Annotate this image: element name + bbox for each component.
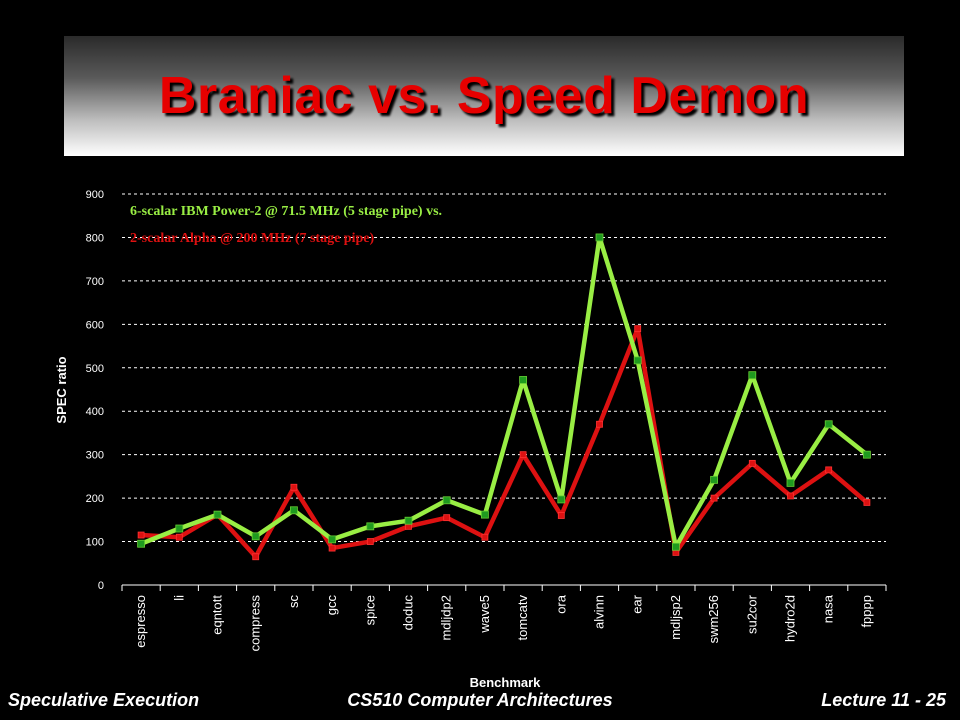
legend-ibm-power2: 6-scalar IBM Power-2 @ 71.5 MHz (5 stage… <box>130 204 442 219</box>
marker-ibm-power2 <box>557 495 566 504</box>
footer-left: Speculative Execution <box>8 690 200 710</box>
x-tick-label: nasa <box>821 594 836 623</box>
y-tick-label: 600 <box>86 319 104 331</box>
x-tick-label: alvinn <box>592 595 607 629</box>
x-tick-label: gcc <box>324 595 339 616</box>
y-axis-title: SPEC ratio <box>54 356 69 423</box>
x-tick-label: swm256 <box>706 595 721 643</box>
marker-alpha <box>634 325 642 333</box>
x-tick-label: su2cor <box>744 594 759 634</box>
x-tick-label: sc <box>286 595 301 609</box>
marker-alpha <box>328 544 336 552</box>
y-tick-label: 100 <box>86 537 104 549</box>
x-tick-label: ora <box>553 594 568 614</box>
slide-title: Braniac vs. Speed Demon <box>158 67 810 125</box>
y-tick-label: 700 <box>86 276 104 288</box>
marker-alpha <box>519 451 527 459</box>
title-band <box>64 36 904 156</box>
y-tick-label: 300 <box>86 450 104 462</box>
series-line-ibm-power2 <box>140 235 869 550</box>
y-tick-label: 500 <box>86 363 104 375</box>
marker-alpha <box>557 512 565 519</box>
x-tick-label: ear <box>630 594 645 613</box>
marker-ibm-power2 <box>824 420 833 429</box>
marker-ibm-power2 <box>748 371 757 380</box>
y-tick-label: 200 <box>86 493 104 505</box>
marker-alpha <box>175 533 183 541</box>
x-tick-label: compress <box>248 595 263 652</box>
marker-alpha <box>443 514 451 522</box>
marker-alpha <box>137 531 145 539</box>
marker-ibm-power2 <box>519 376 527 384</box>
marker-alpha <box>825 466 833 474</box>
x-tick-label: mdljdp2 <box>439 595 454 641</box>
marker-alpha <box>366 538 374 545</box>
x-tick-label: hydro2d <box>783 595 798 642</box>
x-tick-label: wave5 <box>477 595 492 634</box>
marker-alpha <box>748 459 756 467</box>
y-tick-label: 800 <box>86 232 104 244</box>
marker-alpha <box>290 483 298 491</box>
marker-ibm-power2 <box>672 542 680 551</box>
x-axis-title: Benchmark <box>470 675 542 690</box>
marker-ibm-power2 <box>480 510 489 519</box>
marker-ibm-power2 <box>595 233 604 242</box>
x-tick-label: li <box>171 595 186 601</box>
marker-ibm-power2 <box>175 524 184 533</box>
series-line-alpha <box>140 326 869 560</box>
marker-ibm-power2 <box>366 522 375 531</box>
marker-ibm-power2 <box>213 510 222 519</box>
y-tick-label: 400 <box>86 406 104 418</box>
marker-ibm-power2 <box>289 506 298 515</box>
x-tick-label: tomcatv <box>515 595 530 641</box>
x-tick-label: espresso <box>133 595 148 648</box>
x-tick-label: doduc <box>401 595 416 631</box>
marker-ibm-power2 <box>442 496 451 505</box>
marker-alpha <box>863 499 871 506</box>
marker-ibm-power2 <box>863 450 871 459</box>
legend-alpha: 2-scalar Alpha @ 200 MHz (7 stage pipe) <box>130 231 374 246</box>
marker-ibm-power2 <box>328 535 337 544</box>
marker-ibm-power2 <box>251 532 260 541</box>
marker-alpha <box>481 533 489 541</box>
marker-ibm-power2 <box>137 539 146 548</box>
footer-right: Lecture 11 - 25 <box>821 690 946 710</box>
x-tick-label: eqntott <box>210 595 225 635</box>
y-tick-label: 900 <box>86 189 104 201</box>
marker-ibm-power2 <box>710 475 718 484</box>
footer-center: CS510 Computer Architectures <box>347 690 613 710</box>
x-tick-label: fpppp <box>859 595 874 628</box>
x-tick-label: spice <box>362 595 377 625</box>
marker-alpha <box>787 492 794 500</box>
x-tick-label: mdljsp2 <box>668 595 683 640</box>
marker-alpha <box>252 553 260 561</box>
marker-ibm-power2 <box>633 356 642 365</box>
marker-alpha <box>596 420 603 428</box>
marker-ibm-power2 <box>786 479 795 487</box>
marker-alpha <box>710 494 718 502</box>
y-tick-label: 0 <box>98 580 104 592</box>
marker-ibm-power2 <box>404 516 413 525</box>
